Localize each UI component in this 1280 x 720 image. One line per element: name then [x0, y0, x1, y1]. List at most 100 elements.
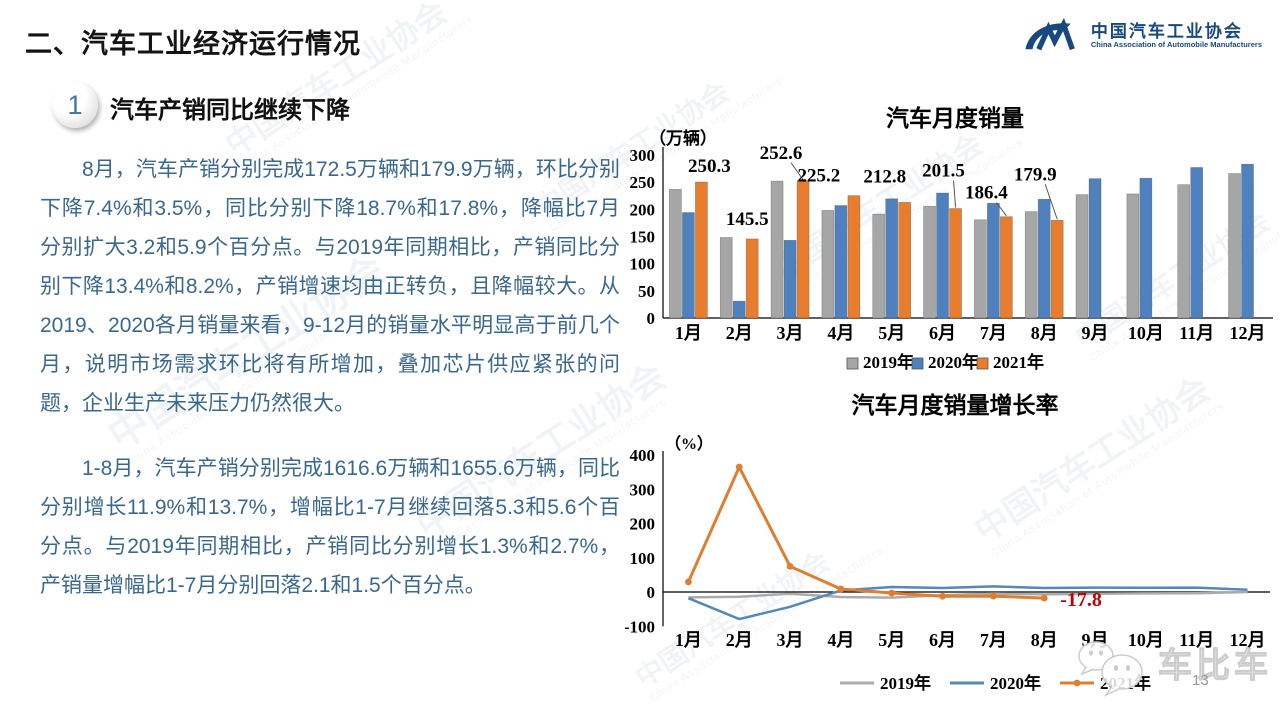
bar	[669, 189, 682, 319]
svg-text:2020年: 2020年	[928, 352, 979, 372]
svg-text:200: 200	[630, 515, 656, 534]
svg-text:250: 250	[630, 173, 656, 192]
svg-text:2020年: 2020年	[990, 673, 1041, 693]
svg-text:300: 300	[630, 146, 656, 165]
svg-text:50: 50	[638, 282, 655, 301]
svg-text:2月: 2月	[726, 630, 753, 650]
bar	[1050, 219, 1064, 319]
bar	[923, 205, 936, 319]
bar	[1126, 193, 1140, 319]
svg-text:1月: 1月	[675, 630, 702, 650]
svg-text:3月: 3月	[777, 323, 804, 343]
marker	[685, 578, 692, 586]
bar	[885, 198, 899, 319]
svg-text:300: 300	[630, 480, 656, 499]
bar	[745, 238, 759, 319]
svg-text:（%）: （%）	[665, 435, 713, 453]
svg-text:8月: 8月	[1031, 630, 1058, 650]
svg-text:汽车月度销量增长率: 汽车月度销量增长率	[852, 392, 1059, 418]
caam-logo: 中国汽车工业协会 China Association of Automobile…	[1021, 14, 1262, 58]
svg-text:225.2: 225.2	[798, 166, 841, 187]
svg-text:（万辆）: （万辆）	[649, 128, 717, 148]
bar	[949, 208, 962, 319]
marker	[786, 562, 794, 570]
legend-swatch	[846, 357, 859, 370]
bar	[1037, 198, 1051, 319]
svg-text:179.9: 179.9	[1014, 164, 1057, 185]
bar	[1177, 184, 1191, 319]
section-heading: 汽车产销同比继续下降	[110, 97, 350, 124]
label-leader	[790, 162, 804, 181]
svg-text:-100: -100	[625, 617, 655, 636]
bar	[796, 180, 810, 319]
marker	[837, 585, 845, 593]
marker	[888, 589, 896, 597]
bar	[1075, 194, 1089, 319]
svg-text:7月: 7月	[980, 323, 1007, 343]
svg-text:5月: 5月	[878, 630, 905, 650]
bar	[682, 212, 695, 319]
svg-text:400: 400	[630, 446, 656, 465]
svg-text:150: 150	[630, 228, 656, 247]
svg-text:9月: 9月	[1082, 323, 1109, 343]
bar	[1000, 216, 1013, 319]
svg-text:0: 0	[647, 583, 656, 602]
bar	[1139, 177, 1153, 319]
svg-text:100: 100	[630, 549, 656, 568]
svg-text:201.5: 201.5	[922, 161, 965, 182]
body-paragraph-2: 1-8月，汽车产销分别完成1616.6万辆和1655.6万辆，同比分别增长11.…	[40, 457, 620, 597]
body-text: 8月，汽车产销分别完成172.5万辆和179.9万辆，环比分别下降7.4%和3.…	[40, 150, 620, 631]
bar	[821, 210, 835, 319]
bar	[732, 300, 746, 319]
svg-text:100: 100	[630, 255, 656, 274]
bar	[847, 195, 861, 319]
svg-text:2019年: 2019年	[863, 352, 914, 372]
logo-org-name-en: China Association of Automobile Manufact…	[1090, 40, 1262, 50]
legend-swatch	[976, 357, 989, 370]
bar	[974, 219, 987, 319]
bar	[783, 240, 797, 319]
marker	[1040, 594, 1048, 602]
svg-text:212.8: 212.8	[863, 166, 906, 187]
bars-2019年	[669, 173, 1241, 319]
svg-text:11月: 11月	[1179, 323, 1214, 343]
label-leader	[953, 180, 957, 208]
svg-text:1月: 1月	[675, 323, 702, 343]
svg-text:汽车月度销量: 汽车月度销量	[886, 105, 1024, 131]
bar	[1190, 167, 1204, 319]
bar	[936, 192, 949, 319]
logo-org-name-cn: 中国汽车工业协会	[1090, 21, 1243, 41]
bar	[719, 237, 733, 319]
svg-text:200: 200	[630, 200, 656, 219]
marker	[939, 592, 946, 600]
footer-brand: 车比车	[1157, 646, 1272, 685]
svg-text:250.3: 250.3	[688, 156, 731, 177]
bars-2021年	[695, 180, 1064, 319]
marker	[735, 463, 743, 471]
svg-text:4月: 4月	[827, 630, 854, 650]
svg-text:5月: 5月	[878, 323, 905, 343]
bar	[1088, 178, 1102, 319]
bar	[695, 181, 708, 319]
line-2020年	[687, 585, 1248, 621]
svg-text:11月: 11月	[1179, 630, 1214, 650]
bar	[834, 205, 848, 319]
bar	[872, 213, 886, 319]
label-leader	[1044, 184, 1058, 220]
bar	[1024, 211, 1038, 319]
bar	[1228, 173, 1241, 319]
caam-logo-icon	[1025, 17, 1075, 51]
svg-text:0: 0	[647, 309, 656, 328]
svg-text:2021年: 2021年	[993, 352, 1044, 372]
footer: 车比车 13	[1074, 638, 1272, 698]
svg-text:7月: 7月	[980, 630, 1007, 650]
label-leader	[995, 202, 1007, 217]
svg-text:6月: 6月	[929, 323, 956, 343]
bars-2020年	[682, 163, 1254, 319]
svg-text:2019年: 2019年	[880, 673, 931, 693]
svg-text:10月: 10月	[1128, 323, 1164, 343]
page-number: 13	[1192, 672, 1209, 689]
bar	[987, 202, 1000, 319]
svg-text:10月: 10月	[1128, 630, 1164, 650]
svg-text:2月: 2月	[726, 323, 753, 343]
